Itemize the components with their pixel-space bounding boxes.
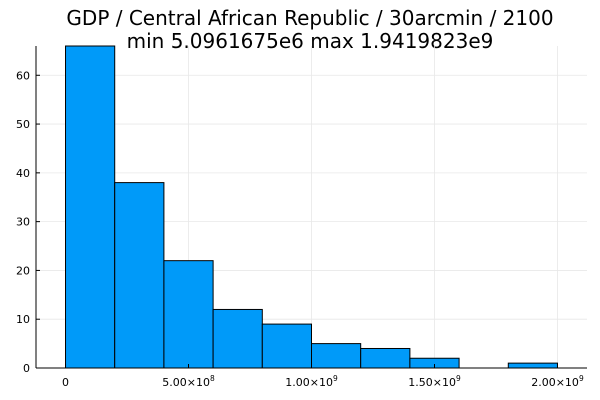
histogram-bar: [163, 260, 214, 369]
y-tick-label: 0: [23, 362, 30, 375]
x-tick-label: 2.00×109: [531, 374, 584, 389]
x-tick-label: 5.00×108: [162, 374, 215, 389]
x-tick-label: 1.00×109: [285, 374, 338, 389]
y-tick-label: 50: [16, 118, 30, 131]
y-axis-ticks: 0 10 20 30 40 50 60: [16, 69, 40, 375]
chart-title: GDP / Central African Republic / 30arcmi…: [66, 6, 553, 30]
chart-subtitle: min 5.0961675e6 max 1.9419823e9: [127, 29, 494, 53]
histogram-bar: [212, 308, 263, 369]
histogram-bar: [507, 362, 558, 369]
histogram-bar: [114, 182, 165, 369]
y-tick-label: 30: [16, 216, 30, 229]
histogram-bar: [65, 45, 116, 369]
y-tick-label: 60: [16, 69, 30, 82]
histogram-bar: [360, 347, 411, 369]
histogram-bars: [65, 45, 558, 369]
y-tick-label: 40: [16, 167, 30, 180]
x-axis-ticks: 0 5.00×108 1.00×109 1.50×109 2.00×109: [62, 364, 584, 389]
x-tick-label: 0: [62, 376, 69, 389]
y-tick-label: 10: [16, 313, 30, 326]
y-tick-label: 20: [16, 264, 30, 277]
histogram-bar: [311, 343, 362, 369]
x-tick-label: 1.50×109: [408, 374, 461, 389]
histogram-bar: [261, 323, 312, 369]
